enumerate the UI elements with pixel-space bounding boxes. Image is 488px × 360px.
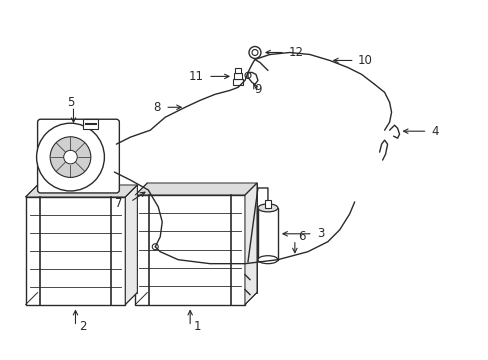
- Polygon shape: [135, 195, 244, 305]
- Polygon shape: [125, 185, 137, 305]
- Circle shape: [63, 150, 77, 164]
- Circle shape: [248, 46, 261, 58]
- Text: 6: 6: [297, 230, 305, 243]
- Polygon shape: [25, 185, 137, 197]
- Circle shape: [37, 123, 104, 191]
- Circle shape: [50, 137, 91, 177]
- Text: 7: 7: [115, 197, 122, 210]
- Text: 9: 9: [254, 83, 261, 96]
- Bar: [83, 119, 98, 129]
- Text: 12: 12: [288, 46, 303, 59]
- FancyBboxPatch shape: [38, 119, 119, 193]
- Text: 11: 11: [189, 70, 203, 83]
- Text: 8: 8: [153, 101, 160, 114]
- Bar: [264, 200, 270, 208]
- Bar: [258, 208, 277, 260]
- Text: 5: 5: [67, 96, 74, 109]
- Bar: [233, 80, 243, 85]
- Polygon shape: [244, 183, 256, 305]
- Ellipse shape: [258, 256, 277, 264]
- Polygon shape: [135, 183, 256, 195]
- Text: 2: 2: [80, 320, 87, 333]
- Text: 4: 4: [430, 125, 438, 138]
- Text: 3: 3: [316, 227, 324, 240]
- Bar: [234, 73, 242, 80]
- Ellipse shape: [258, 204, 277, 212]
- Bar: [235, 68, 241, 73]
- Text: 10: 10: [357, 54, 372, 67]
- Text: 1: 1: [194, 320, 201, 333]
- Polygon shape: [25, 197, 125, 305]
